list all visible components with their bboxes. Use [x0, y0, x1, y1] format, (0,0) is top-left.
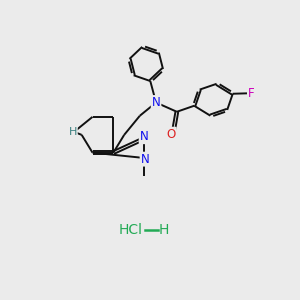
Text: H: H: [68, 127, 77, 137]
Text: N: N: [141, 153, 149, 166]
Text: H: H: [159, 223, 169, 237]
Text: F: F: [248, 87, 254, 100]
Text: N: N: [152, 96, 161, 109]
Text: O: O: [167, 128, 176, 141]
Text: N: N: [140, 130, 148, 143]
Text: HCl: HCl: [119, 223, 143, 237]
